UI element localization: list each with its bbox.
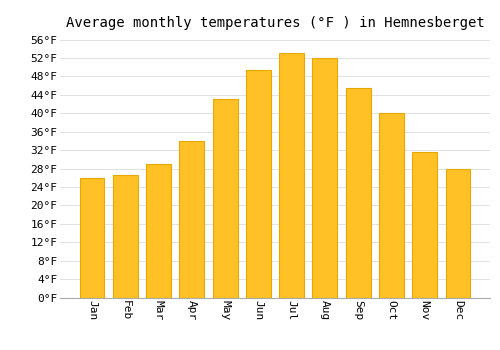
Bar <box>312 58 338 298</box>
Bar <box>446 169 470 298</box>
Bar <box>279 54 304 298</box>
Bar <box>212 99 238 298</box>
Bar <box>379 113 404 298</box>
Bar <box>80 178 104 298</box>
Bar <box>412 153 437 298</box>
Title: Average monthly temperatures (°F ) in Hemnesberget: Average monthly temperatures (°F ) in He… <box>66 16 484 30</box>
Bar <box>146 164 171 298</box>
Bar <box>180 141 204 298</box>
Bar <box>246 70 271 298</box>
Bar <box>113 175 138 298</box>
Bar <box>346 88 370 298</box>
